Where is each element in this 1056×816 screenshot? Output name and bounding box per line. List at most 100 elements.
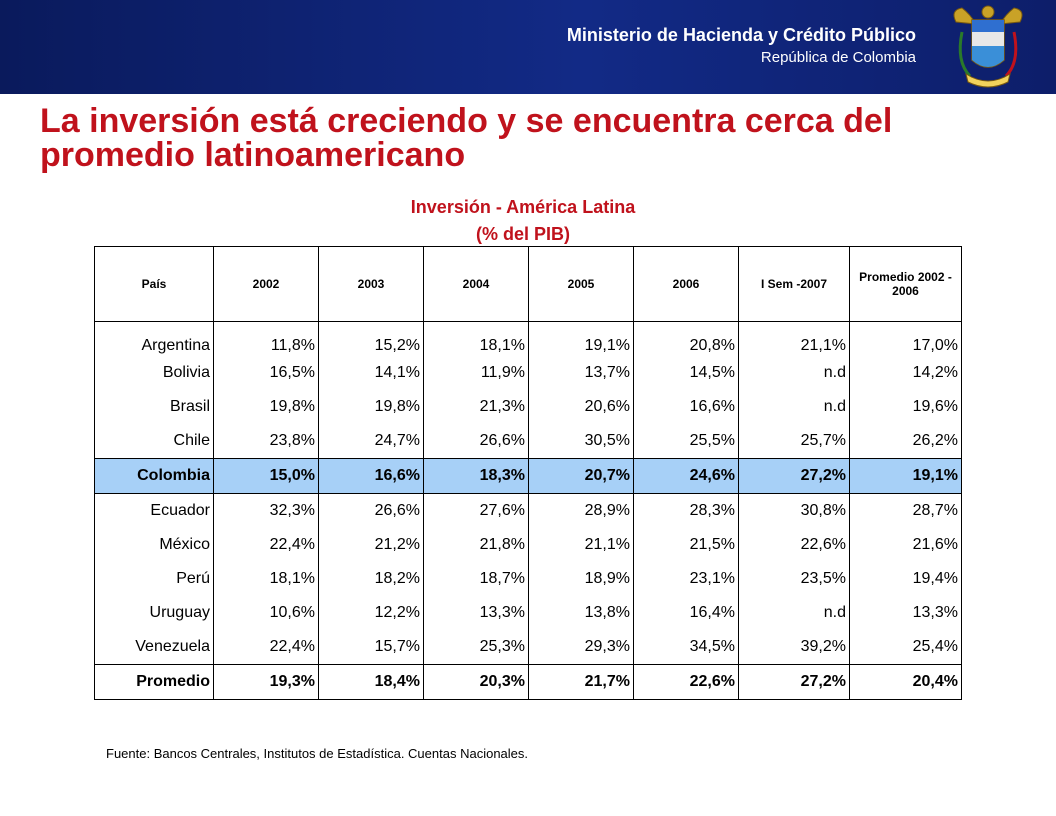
value-cell: 18,4% [318,664,424,700]
value-cell: 24,6% [633,458,739,494]
value-cell: 28,7% [849,493,962,528]
value-cell: 21,6% [849,528,962,562]
value-cell: 21,8% [423,528,529,562]
table-row: Uruguay 10,6% 12,2% 13,3% 13,8% 16,4% n.… [94,596,962,630]
value-cell: 28,3% [633,493,739,528]
value-cell: 17,0% [849,321,962,356]
header-cell: I Sem -2007 [738,246,850,322]
header-cell: 2006 [633,246,739,322]
value-cell: 16,4% [633,596,739,630]
value-cell: 27,2% [738,458,850,494]
value-cell: 19,8% [213,390,319,424]
country-cell: Bolivia [94,356,214,390]
value-cell: 23,8% [213,424,319,459]
caption-line-1: Inversión - América Latina [410,197,636,217]
value-cell: 19,1% [528,321,634,356]
header-cell: 2005 [528,246,634,322]
header-cell: País [94,246,214,322]
value-cell: 14,5% [633,356,739,390]
value-cell: 27,6% [423,493,529,528]
value-cell: 24,7% [318,424,424,459]
value-cell: 15,2% [318,321,424,356]
value-cell: 10,6% [213,596,319,630]
value-cell: 20,4% [849,664,962,700]
value-cell: 26,6% [318,493,424,528]
table-row-highlighted: Colombia 15,0% 16,6% 18,3% 20,7% 24,6% 2… [94,458,962,494]
value-cell: 15,7% [318,630,424,665]
value-cell: 18,1% [213,562,319,596]
value-cell: 25,5% [633,424,739,459]
value-cell: 13,7% [528,356,634,390]
table-row: Chile 23,8% 24,7% 26,6% 30,5% 25,5% 25,7… [94,424,962,459]
source-note: Fuente: Bancos Centrales, Institutos de … [106,746,529,761]
slide-title: La inversión está creciendo y se encuent… [40,102,893,174]
country-cell: Chile [94,424,214,459]
value-cell: 19,4% [849,562,962,596]
country-cell: Uruguay [94,596,214,630]
value-cell: 18,9% [528,562,634,596]
header-bar: Ministerio de Hacienda y Crédito Público… [0,0,1056,94]
value-cell: 27,2% [738,664,850,700]
value-cell: 19,6% [849,390,962,424]
country-cell: Colombia [94,458,214,494]
value-cell: 16,6% [633,390,739,424]
value-cell: 18,2% [318,562,424,596]
value-cell: 14,1% [318,356,424,390]
value-cell: 19,1% [849,458,962,494]
value-cell: 20,6% [528,390,634,424]
value-cell: 20,7% [528,458,634,494]
value-cell: 19,8% [318,390,424,424]
table-row: Perú 18,1% 18,2% 18,7% 18,9% 23,1% 23,5%… [94,562,962,596]
value-cell: 14,2% [849,356,962,390]
value-cell: 21,5% [633,528,739,562]
value-cell: 22,6% [633,664,739,700]
table-row-average: Promedio 19,3% 18,4% 20,3% 21,7% 22,6% 2… [94,664,962,700]
value-cell: 18,1% [423,321,529,356]
value-cell: 25,7% [738,424,850,459]
value-cell: 16,5% [213,356,319,390]
country-cell: Ecuador [94,493,214,528]
investment-table: País 2002 2003 2004 2005 2006 I Sem -200… [94,246,962,700]
value-cell: 22,6% [738,528,850,562]
header-cell: Promedio 2002 - 2006 [849,246,962,322]
value-cell: 12,2% [318,596,424,630]
value-cell: n.d [738,356,850,390]
value-cell: 18,7% [423,562,529,596]
country-cell: Promedio [94,664,214,700]
value-cell: 30,8% [738,493,850,528]
table-header-row: País 2002 2003 2004 2005 2006 I Sem -200… [94,246,962,322]
value-cell: 25,4% [849,630,962,665]
value-cell: 28,9% [528,493,634,528]
value-cell: 21,7% [528,664,634,700]
value-cell: n.d [738,596,850,630]
ministry-block: Ministerio de Hacienda y Crédito Público… [567,24,916,68]
value-cell: 23,5% [738,562,850,596]
value-cell: 21,3% [423,390,529,424]
value-cell: 11,8% [213,321,319,356]
value-cell: 13,3% [423,596,529,630]
table-row: Brasil 19,8% 19,8% 21,3% 20,6% 16,6% n.d… [94,390,962,424]
value-cell: 29,3% [528,630,634,665]
value-cell: 13,3% [849,596,962,630]
country-cell: México [94,528,214,562]
value-cell: 25,3% [423,630,529,665]
value-cell: 13,8% [528,596,634,630]
country-cell: Brasil [94,390,214,424]
table-caption: Inversión - América Latina (% del PIB) [0,194,1046,248]
value-cell: 34,5% [633,630,739,665]
value-cell: 21,1% [528,528,634,562]
country-cell: Argentina [94,321,214,356]
value-cell: 22,4% [213,630,319,665]
coat-of-arms-icon [953,5,1023,88]
caption-line-2: (% del PIB) [475,224,570,244]
table-row: Bolivia 16,5% 14,1% 11,9% 13,7% 14,5% n.… [94,356,962,390]
table-row: México 22,4% 21,2% 21,8% 21,1% 21,5% 22,… [94,528,962,562]
ministry-name: Ministerio de Hacienda y Crédito Público [566,25,916,45]
value-cell: 30,5% [528,424,634,459]
country-cell: Venezuela [94,630,214,665]
value-cell: 23,1% [633,562,739,596]
table-row: Argentina 11,8% 15,2% 18,1% 19,1% 20,8% … [94,321,962,356]
value-cell: 21,2% [318,528,424,562]
value-cell: 19,3% [213,664,319,700]
value-cell: 18,3% [423,458,529,494]
